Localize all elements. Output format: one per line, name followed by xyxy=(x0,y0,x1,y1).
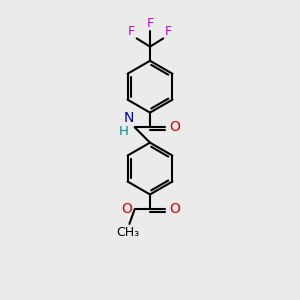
Text: F: F xyxy=(128,25,135,38)
Text: CH₃: CH₃ xyxy=(116,226,140,239)
Text: H: H xyxy=(119,125,134,138)
Text: O: O xyxy=(169,120,180,134)
Text: F: F xyxy=(146,17,154,31)
Text: O: O xyxy=(121,202,132,216)
Text: O: O xyxy=(169,202,180,216)
Text: N: N xyxy=(123,111,134,125)
Text: F: F xyxy=(165,25,172,38)
